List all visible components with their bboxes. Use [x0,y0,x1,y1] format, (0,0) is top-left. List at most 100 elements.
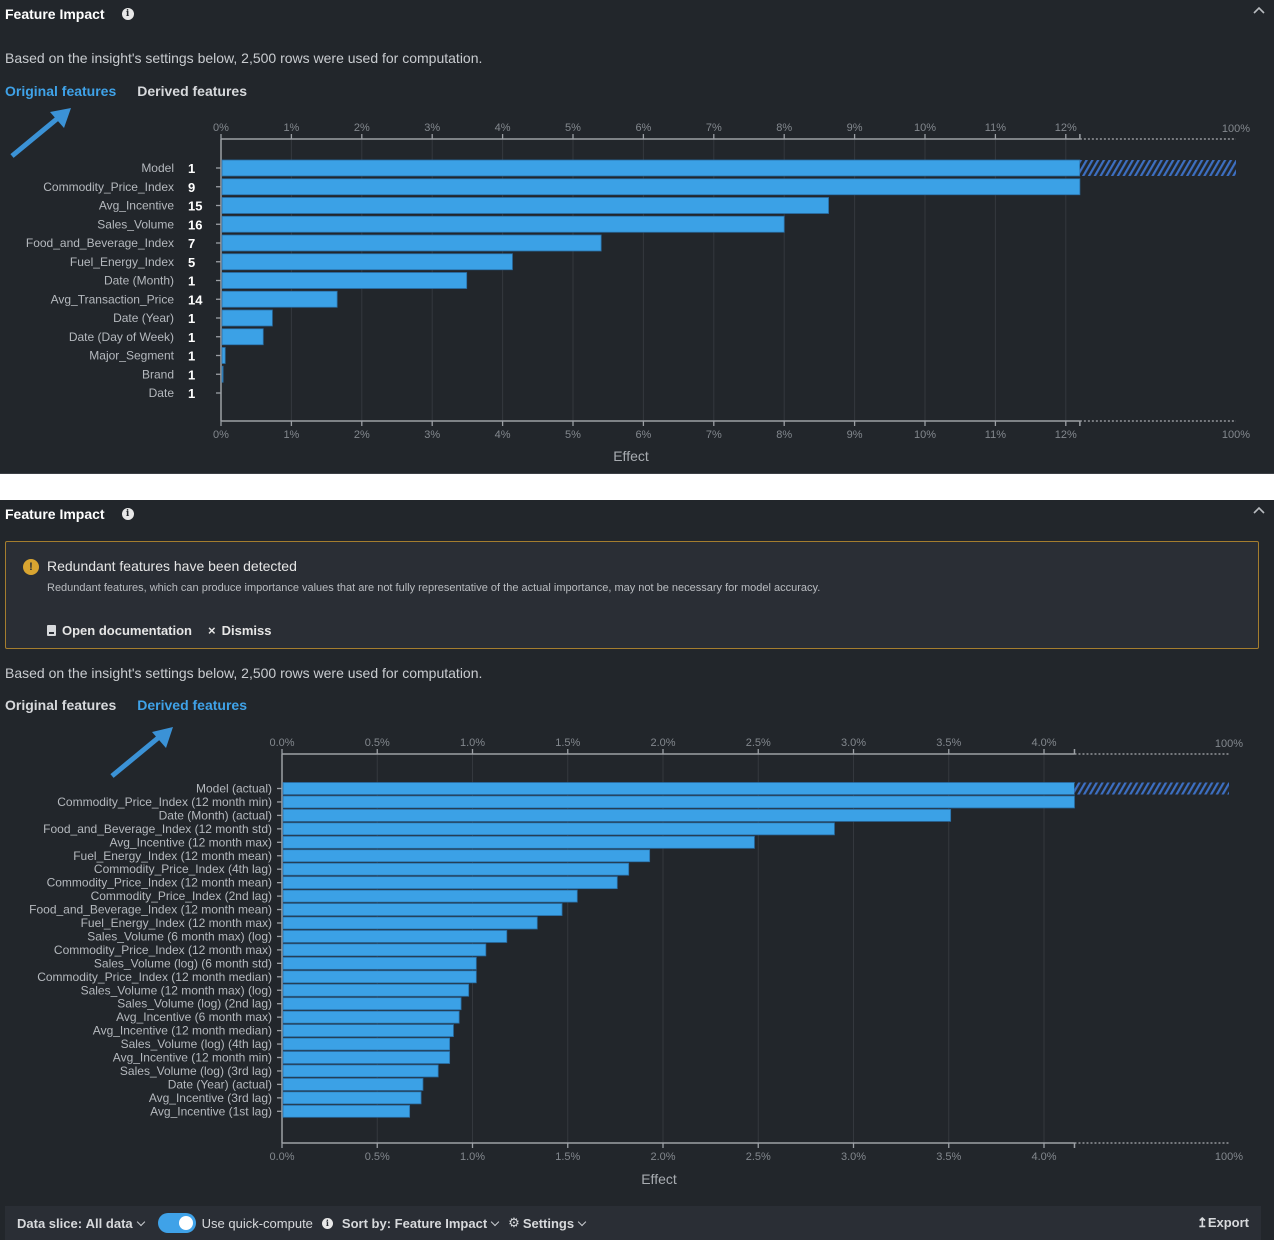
feature-tabs: Original features Derived features [5,83,247,99]
panel-header: Feature Impact i [5,6,134,22]
x-tick-label: 1% [283,122,299,134]
chevron-down-icon [490,1217,500,1226]
x-tick-label: 2.0% [650,1151,675,1163]
bar [221,178,1081,196]
warning-icon: ! [23,559,39,575]
data-slice-dropdown[interactable]: Data slice: All data [17,1216,148,1231]
y-category-label: Brand [142,367,174,381]
chevron-up-icon[interactable] [1252,4,1266,18]
y-category-label: Avg_Incentive (12 month min) [113,1051,272,1065]
x-tick-label: 10% [914,429,936,441]
bar [282,1078,424,1091]
info-icon[interactable]: i [121,8,134,20]
bar [221,309,273,327]
x-tick-label: 4.0% [1031,737,1056,749]
feature-impact-chart-derived: 0.0% 0.5% 1.0% 1.5% 2.0% 2.5% 3.0% 3.5% 4.0% 100%… [29,737,1243,1187]
x-tick-label: 0.5% [365,1151,390,1163]
tab-derived-features[interactable]: Derived features [137,697,247,713]
redundant-features-alert: ! Redundant features have been detected … [5,541,1259,649]
y-category-label: Date (Year) (actual) [168,1077,272,1091]
x-tick-label: 1.0% [460,737,485,749]
upload-icon: ↥ [1196,1215,1208,1230]
export-button[interactable]: ↥Export [1197,1215,1249,1231]
bar [282,876,618,890]
bar [282,1024,454,1037]
quick-compute-toggle[interactable] [157,1213,196,1233]
x-tick-label: 9% [847,429,863,441]
x-tick-label: 8% [776,429,792,441]
x-tick-label-break: 100% [1222,429,1250,441]
arrow-pointer-icon [10,108,71,158]
x-tick-label: 3.0% [841,737,866,749]
x-tick-label-break: 100% [1222,123,1250,135]
data-slice-label: Data slice: [17,1215,83,1231]
x-tick-label: 11% [985,429,1006,441]
alert-title: Redundant features have been detected [47,558,297,574]
y-category-label: Date [149,386,175,400]
bar [221,197,829,214]
x-tick-label: 4% [495,122,511,134]
x-tick-label: 5% [565,429,581,441]
info-icon[interactable]: i [321,1217,333,1229]
x-tick-label: 4% [495,429,511,441]
info-icon[interactable]: i [121,508,134,520]
x-tick-label: 0.5% [365,737,390,749]
x-tick-label: 0.0% [269,737,294,749]
x-tick-label: 6% [635,429,651,441]
x-tick-label: 7% [706,429,722,441]
settings-dropdown[interactable]: ⚙ Settings [508,1215,589,1231]
sort-value: Feature Impact [394,1215,488,1231]
bar [282,795,1075,809]
x-tick-label: 2.5% [746,737,771,749]
y-category-label: Date (Month) (actual) [159,808,272,822]
y-category-label: Model (actual) [196,782,272,796]
bar [282,1051,451,1064]
close-icon: × [208,623,216,638]
bar [282,1010,460,1024]
bar [282,903,563,916]
bar [221,272,468,289]
bar-overflow-hatch [1074,782,1229,795]
data-slice-value: All data [85,1215,133,1231]
dismiss-button[interactable]: × Dismiss [208,623,271,638]
x-tick-label: 0% [213,122,229,134]
bar [282,862,630,876]
feature-impact-panel-original: Feature Impact i Based on the insight's … [0,0,1274,474]
bar [282,808,952,822]
x-tick-label: 1.5% [555,1151,580,1163]
y-category-label: Commodity_Price_Index (12 month median) [37,970,272,984]
bar [282,822,835,836]
chart-toolbar: Data slice: All data Use quick-compute i… [5,1206,1261,1240]
x-tick-label: 1% [283,429,299,441]
tab-derived-features[interactable]: Derived features [137,83,247,99]
feature-impact-panel-derived: Feature Impact i ! Redundant features ha… [0,500,1274,1240]
chevron-down-icon [136,1217,145,1226]
bar [221,215,785,233]
open-documentation-label: Open documentation [62,623,192,638]
bar [221,253,513,271]
tab-original-features[interactable]: Original features [5,83,117,99]
tab-original-features[interactable]: Original features [5,697,117,713]
x-tick-label: 10% [914,122,936,134]
derived-count: 5 [188,255,195,270]
y-category-label: Commodity_Price_Index (12 month min) [57,795,272,809]
panel-header: Feature Impact i [5,506,134,522]
derived-count: 1 [188,330,195,345]
bar-overflow-hatch [1079,160,1236,176]
chevron-up-icon[interactable] [1252,504,1266,518]
y-category-label: Date (Month) [104,274,174,288]
x-tick-label: 3% [424,429,440,441]
bar [221,328,264,346]
open-documentation-button[interactable]: Open documentation [47,623,192,638]
bar [282,983,470,997]
x-tick-label: 12% [1055,122,1077,134]
y-category-label: Fuel_Energy_Index (12 month mean) [73,849,272,863]
y-category-label: Avg_Incentive (3rd lag) [149,1091,272,1105]
sort-by-dropdown[interactable]: Sort by: Feature Impact [342,1216,502,1231]
x-tick-label: 0% [213,429,229,441]
y-category-label: Date (Year) [113,311,174,325]
y-category-label: Fuel_Energy_Index [70,255,174,269]
x-tick-label: 12% [1055,429,1077,441]
x-tick-label: 2.5% [746,1151,771,1163]
bar [282,1037,451,1051]
